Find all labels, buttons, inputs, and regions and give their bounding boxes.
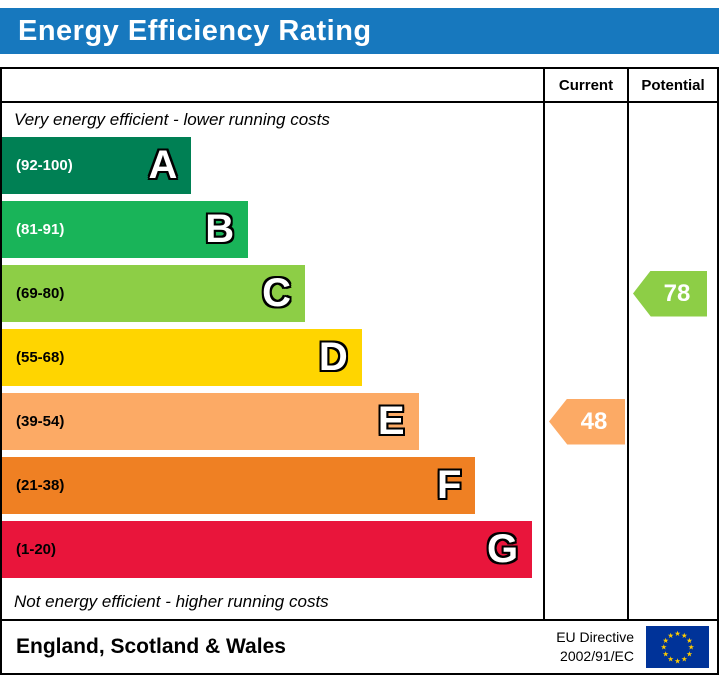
- header-spacer: [2, 69, 543, 101]
- eu-flag-field: [646, 626, 709, 668]
- band-c-range: (69-80): [16, 285, 65, 302]
- svg-text:★: ★: [662, 636, 669, 645]
- potential-value: 78: [663, 279, 691, 307]
- band-a-range: (92-100): [16, 157, 73, 174]
- svg-text:★: ★: [667, 631, 674, 640]
- svg-text:★: ★: [674, 629, 681, 638]
- svg-text:★: ★: [667, 654, 674, 663]
- bands-column: Very energy efficient - lower running co…: [2, 103, 543, 619]
- band-f-range: (21-38): [16, 477, 65, 494]
- svg-text:★: ★: [688, 643, 695, 652]
- svg-text:★: ★: [686, 636, 693, 645]
- eu-flag-stars: ★ ★ ★ ★ ★ ★ ★ ★ ★ ★ ★ ★: [661, 629, 695, 665]
- current-column-header: Current: [543, 69, 627, 101]
- chart-footer: England, Scotland & Wales EU Directive 2…: [2, 619, 717, 673]
- current-value: 48: [580, 407, 608, 435]
- bottom-caption: Not energy efficient - higher running co…: [14, 592, 329, 611]
- column-header-row: Current Potential: [2, 69, 717, 103]
- current-column: 48: [543, 103, 627, 619]
- title-bar: Energy Efficiency Rating: [0, 8, 719, 54]
- svg-text:★: ★: [686, 649, 693, 658]
- potential-column: 78: [627, 103, 717, 619]
- svg-text:★: ★: [681, 654, 688, 663]
- svg-text:★: ★: [674, 656, 681, 665]
- svg-text:★: ★: [662, 649, 669, 658]
- band-b: (81-91) B: [2, 201, 249, 258]
- band-e: (39-54) E: [2, 393, 419, 450]
- region-label: England, Scotland & Wales: [16, 635, 286, 658]
- band-g: (1-20) G: [2, 521, 533, 578]
- band-g-letter: G: [487, 527, 519, 571]
- band-f: (21-38) F: [2, 457, 476, 514]
- band-c: (69-80) C: [2, 265, 305, 322]
- top-caption: Very energy efficient - lower running co…: [14, 110, 330, 129]
- band-e-range: (39-54): [16, 413, 65, 430]
- band-b-letter: B: [205, 207, 235, 251]
- band-a: (92-100) A: [2, 137, 192, 194]
- eu-flag-icon: ★ ★ ★ ★ ★ ★ ★ ★ ★ ★ ★ ★: [646, 626, 709, 668]
- band-a-letter: A: [148, 143, 178, 187]
- page-title: Energy Efficiency Rating: [18, 14, 372, 47]
- eu-directive-label: EU Directive 2002/91/EC: [556, 628, 634, 666]
- chart-body: Very energy efficient - lower running co…: [2, 103, 717, 619]
- eu-directive-line2: 2002/91/EC: [560, 648, 634, 664]
- band-e-letter: E: [377, 399, 405, 443]
- eu-directive-line1: EU Directive: [556, 629, 634, 646]
- current-pointer: 48: [549, 398, 625, 445]
- svg-text:★: ★: [661, 643, 668, 652]
- band-d-range: (55-68): [16, 349, 65, 366]
- band-b-range: (81-91): [16, 221, 65, 238]
- band-c-letter: C: [262, 271, 291, 315]
- band-d-letter: D: [318, 335, 348, 379]
- band-g-range: (1-20): [16, 541, 57, 558]
- svg-text:★: ★: [681, 631, 688, 640]
- energy-rating-chart: Current Potential Very energy efficient …: [0, 67, 719, 675]
- potential-pointer: 78: [633, 270, 707, 317]
- potential-column-header: Potential: [627, 69, 717, 101]
- band-f-letter: F: [436, 463, 462, 507]
- band-d: (55-68) D: [2, 329, 362, 386]
